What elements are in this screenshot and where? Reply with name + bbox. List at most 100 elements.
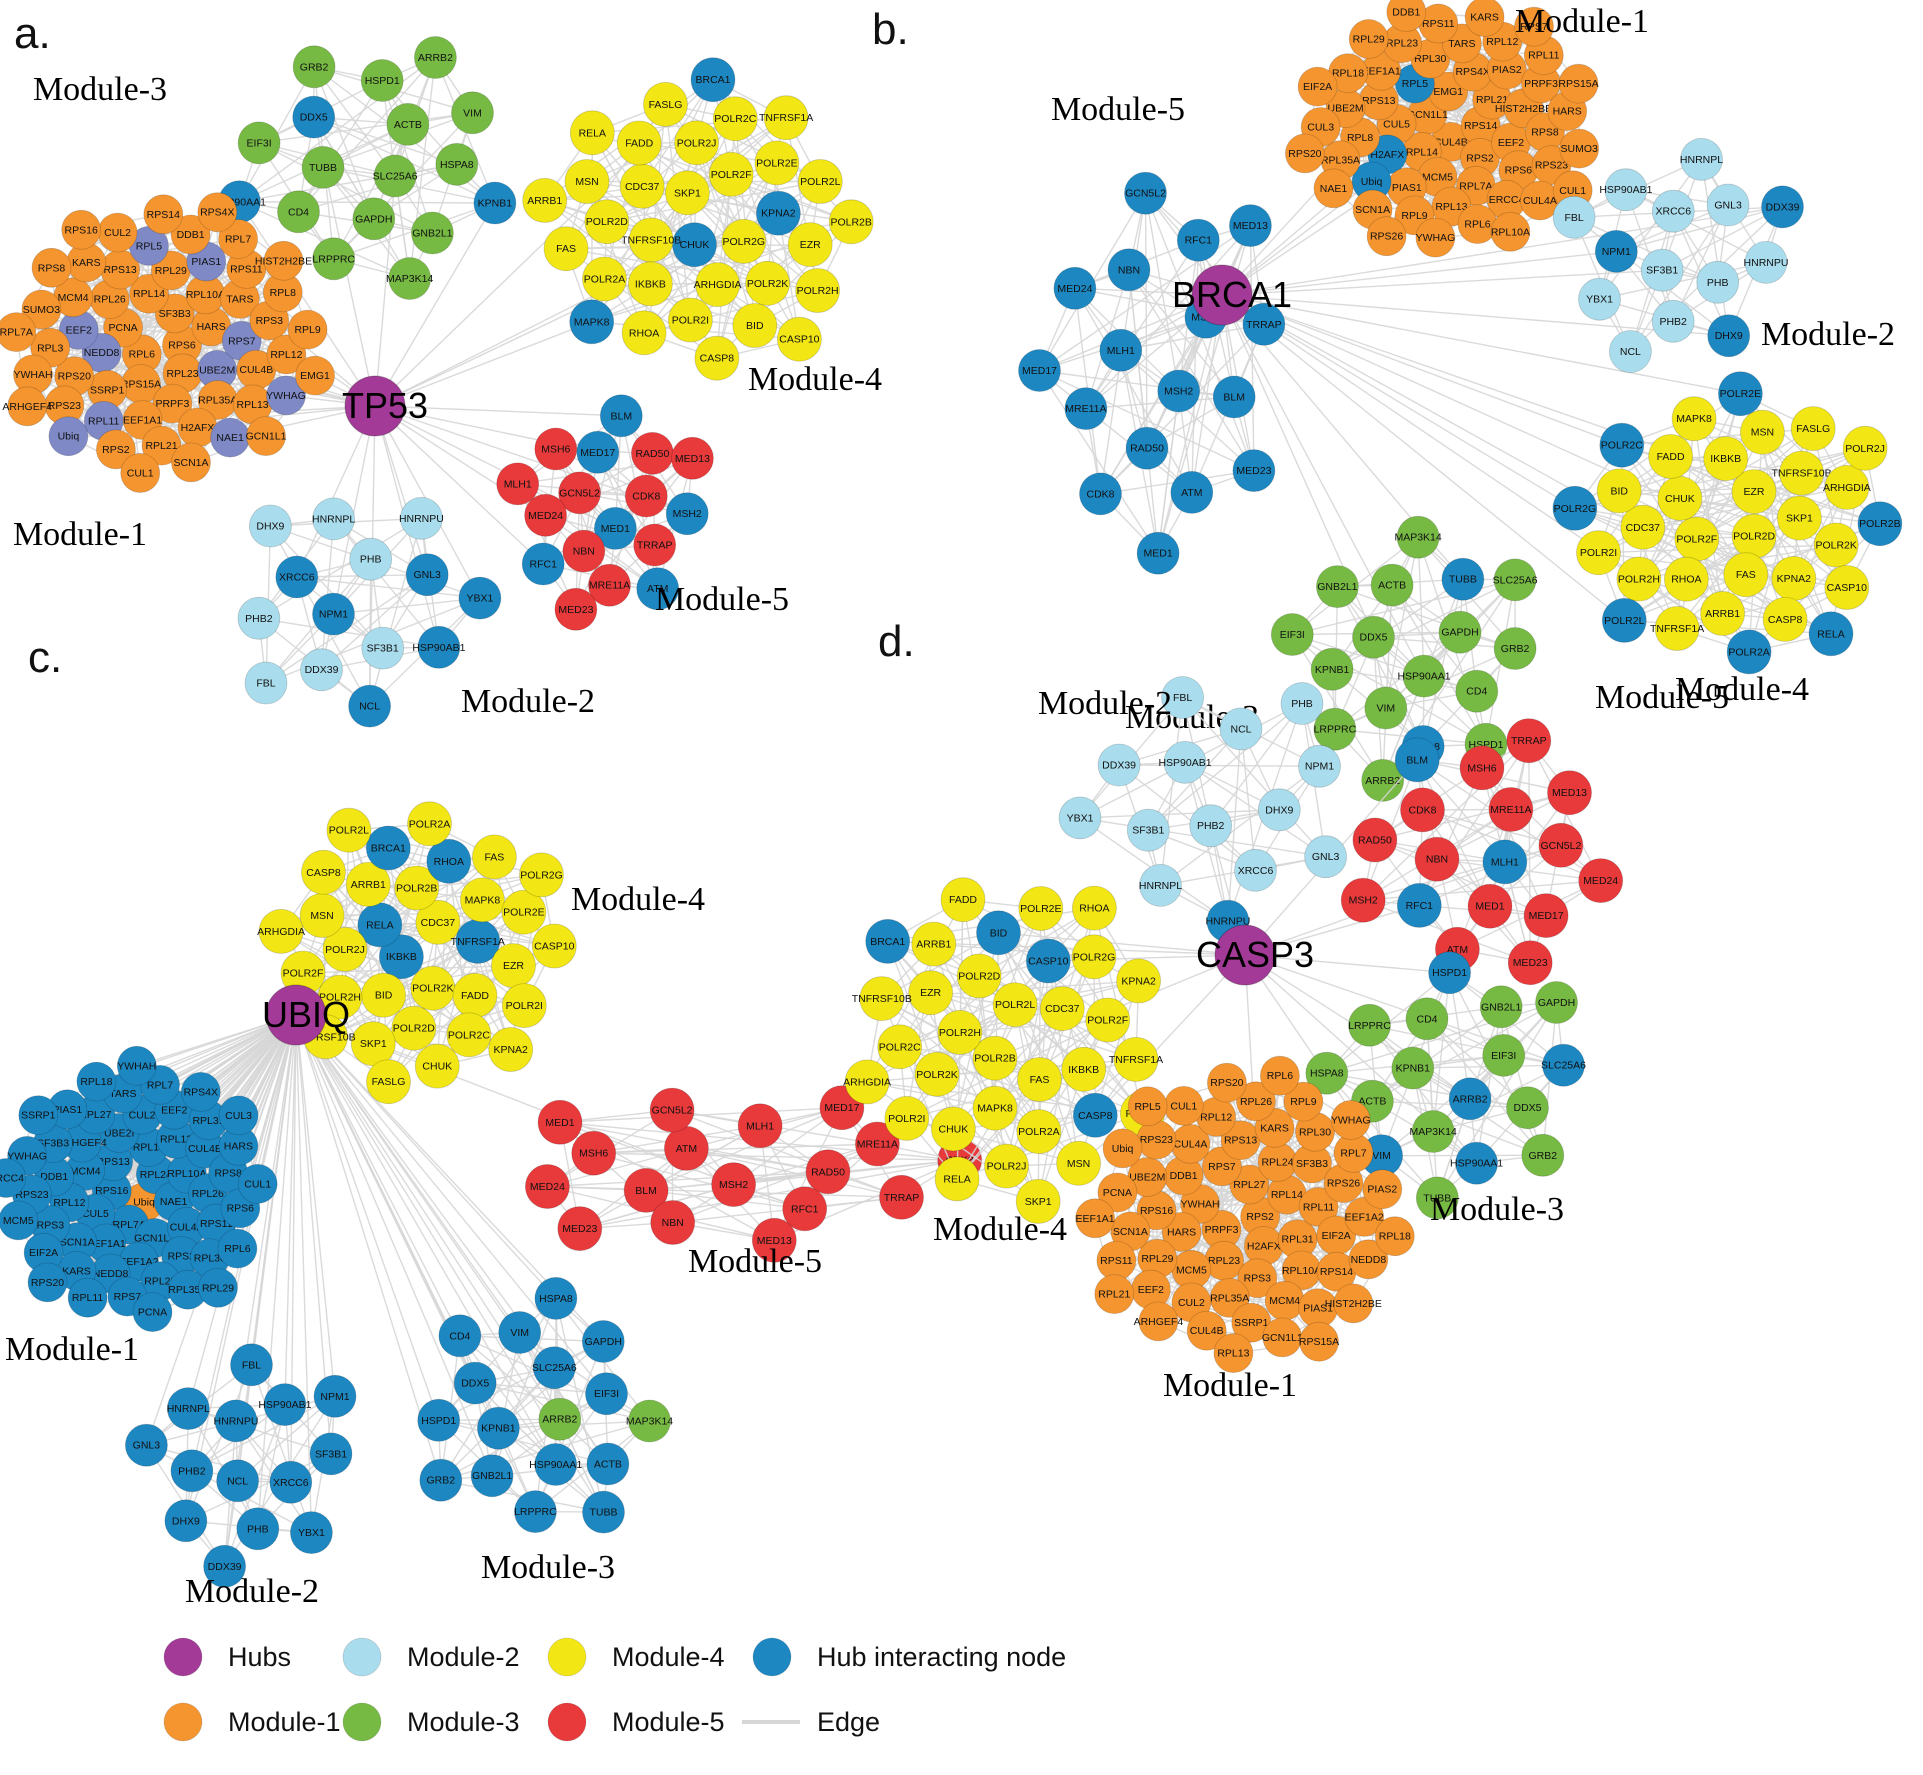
node-POLR2K: POLR2K [745,260,790,306]
node-RPL35A: RPL35A [197,380,238,420]
node-label-EIF2A: EIF2A [1322,1230,1351,1242]
node-GAPDH: GAPDH [1535,981,1578,1024]
node-label-LRPPRC: LRPPRC [514,1506,557,1518]
node-label-RPS23: RPS23 [15,1189,48,1201]
node-label-MLH1: MLH1 [504,478,532,490]
node-label-RPS7: RPS7 [1208,1161,1236,1173]
node-ARHGDIA: ARHGDIA [1823,464,1871,510]
node-label-POLR2D: POLR2D [1733,531,1775,543]
node-label-RPS7: RPS7 [228,335,256,347]
node-MED23: MED23 [1507,940,1553,986]
node-RPL7: RPL7 [218,219,259,259]
node-label-XRCC6: XRCC6 [273,1477,309,1489]
node-FASLG: FASLG [366,1059,411,1105]
module-label-d-module-3: Module-3 [1430,1191,1564,1228]
node-label-MED17: MED17 [580,447,615,459]
node-label-KPNA2: KPNA2 [761,208,796,220]
node-EZR: EZR [908,970,953,1016]
node-CASP10: CASP10 [777,316,822,362]
node-PHB2: PHB2 [1651,299,1695,343]
node-label-NCL: NCL [1230,723,1251,735]
node-label-GRB2: GRB2 [427,1475,456,1487]
node-EEF1A1: EEF1A1 [1075,1198,1115,1239]
node-label-RPL29: RPL29 [155,265,187,277]
node-label-RPL10A: RPL10A [186,289,225,301]
node-label-VIM: VIM [463,107,482,119]
node-SKP1: SKP1 [1015,1179,1061,1224]
node-MED17: MED17 [1523,893,1569,938]
node-label-ARRB1: ARRB1 [527,195,562,207]
node-EIF2A: EIF2A [1297,66,1338,107]
node-CDK8: CDK8 [1400,787,1445,833]
node-label-RPS4X: RPS4X [200,207,234,219]
node-label-GNL3: GNL3 [1714,200,1742,212]
node-RPS13: RPS13 [100,249,140,290]
node-label-RPS16: RPS16 [65,224,98,236]
node-label-RPL7: RPL7 [1340,1147,1366,1159]
node-label-TNFRSF10B: TNFRSF10B [1772,468,1832,480]
node-POLR2C: POLR2C [1599,422,1645,468]
node-label-Ubiq: Ubiq [58,431,80,443]
node-RHOA: RHOA [621,310,667,356]
node-label-RPL11: RPL11 [1528,50,1559,62]
node-label-PHB2: PHB2 [1197,820,1225,832]
node-label-RPS8: RPS8 [38,262,66,274]
node-POLR2E: POLR2E [754,140,800,186]
node-label-RPS7: RPS7 [1520,21,1548,33]
node-RPL29: RPL29 [198,1267,238,1308]
node-label-POLR2I: POLR2I [506,1000,543,1012]
node-label-RHOA: RHOA [1671,574,1701,586]
node-POLR2J: POLR2J [984,1143,1029,1189]
node-MSH2: MSH2 [1157,369,1201,413]
node-label-NCL: NCL [359,701,380,713]
node-MCM4: MCM4 [53,277,93,318]
node-RPL5: RPL5 [1127,1086,1168,1127]
node-label-RPL14: RPL14 [1271,1189,1303,1201]
node-POLR2J: POLR2J [674,120,719,166]
node-label-BID: BID [375,990,393,1002]
node-ACTB: ACTB [386,103,430,146]
node-CUL4A: CUL4A [1520,180,1560,221]
node-label-RPL31: RPL31 [192,1115,224,1127]
node-POLR2H: POLR2H [1616,556,1662,602]
node-label-MCM4: MCM4 [1269,1295,1300,1307]
node-ACTB: ACTB [1370,563,1414,607]
node-label-NPM1: NPM1 [320,1391,349,1403]
node-label-RPL23: RPL23 [144,1276,176,1288]
node-label-YBX1: YBX1 [298,1527,325,1539]
node-label-MED1: MED1 [545,1117,574,1129]
node-label-KPNA2: KPNA2 [1777,573,1812,585]
node-label-HSP90AA1: HSP90AA1 [1450,1158,1503,1170]
node-label-HSPA8: HSPA8 [539,1293,573,1305]
node-label-RPL23: RPL23 [166,368,198,380]
node-label-HSPD1: HSPD1 [421,1415,456,1427]
node-label-RPS6: RPS6 [227,1203,255,1215]
node-label-SUMO3: SUMO3 [1561,143,1599,155]
node-RFC1: RFC1 [782,1186,828,1232]
node-label-RPL6: RPL6 [129,349,155,361]
node-label-RPL26: RPL26 [94,294,126,306]
node-label-POLR2J: POLR2J [1845,443,1885,455]
node-SUMO3: SUMO3 [1559,128,1600,169]
node-label-PCNA: PCNA [109,322,138,334]
node-label-MAPK8: MAPK8 [574,316,610,328]
node-GCN5L2: GCN5L2 [558,471,601,515]
node-label-LRPPRC: LRPPRC [1314,724,1357,736]
node-label-POLR2F: POLR2F [1087,1015,1128,1027]
node-label-MED1: MED1 [1475,901,1504,913]
node-label-MRE11A: MRE11A [857,1139,898,1151]
hub-label-CASP3: CASP3 [1196,934,1314,975]
node-label-RPL31: RPL31 [1282,1234,1314,1246]
node-DDX39: DDX39 [203,1544,247,1588]
node-POLR2D: POLR2D [391,1005,437,1051]
node-label-NPM1: NPM1 [319,609,348,621]
node-MED24: MED24 [1578,858,1624,903]
node-POLR2C: POLR2C [446,1012,492,1058]
node-label-RPL8: RPL8 [270,287,296,299]
node-YWHAG: YWHAG [1330,1100,1371,1140]
node-label-MED17: MED17 [1529,910,1564,922]
node-label-RPS4X: RPS4X [184,1086,218,1098]
node-DDX5: DDX5 [1506,1086,1549,1130]
node-label-RAD50: RAD50 [1130,443,1164,455]
node-label-ARHGDIA: ARHGDIA [257,926,305,938]
